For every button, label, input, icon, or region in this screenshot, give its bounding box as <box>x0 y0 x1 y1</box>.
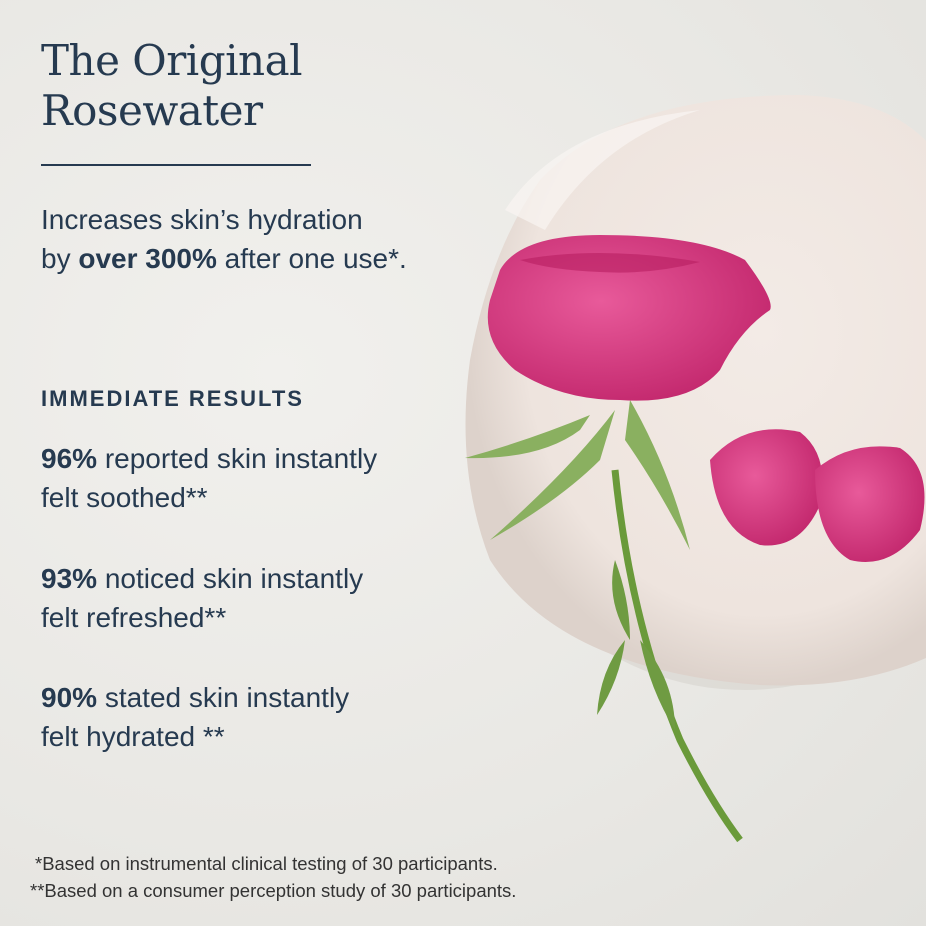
stat-text: reported skin instantly <box>97 443 378 474</box>
section-heading: IMMEDIATE RESULTS <box>41 386 304 411</box>
title-line-2: Rosewater <box>41 86 263 135</box>
stat-item: 90% stated skin instantly felt hydrated … <box>41 678 349 756</box>
rose-petal <box>710 429 823 546</box>
leaf <box>640 640 675 730</box>
title-divider <box>41 164 311 166</box>
stat-text-line-2: felt refreshed** <box>41 602 227 633</box>
stat-text-line-2: felt hydrated ** <box>41 721 225 752</box>
intro-suffix: after one use*. <box>216 243 407 274</box>
stat-text: stated skin instantly <box>97 682 350 713</box>
stat-percent: 96% <box>41 443 98 474</box>
title-line-1: The Original <box>41 36 303 85</box>
footnote-2: **Based on a consumer perception study o… <box>30 880 517 901</box>
stat-percent: 93% <box>41 563 98 594</box>
intro-text: Increases skin’s hydration by over 300% … <box>41 200 407 278</box>
intro-highlight: over 300% <box>78 243 217 274</box>
intro-line-1: Increases skin’s hydration <box>41 204 363 235</box>
page-title: The Original Rosewater <box>41 36 303 136</box>
intro-prefix: by <box>41 243 79 274</box>
stat-item: 93% noticed skin instantly felt refreshe… <box>41 559 363 637</box>
stat-item: 96% reported skin instantly felt soothed… <box>41 439 377 517</box>
rose-bloom <box>487 235 771 401</box>
stat-text-line-2: felt soothed** <box>41 482 208 513</box>
rose-petal <box>815 446 925 562</box>
footnote-1: *Based on instrumental clinical testing … <box>35 853 498 874</box>
stat-percent: 90% <box>41 682 98 713</box>
stat-text: noticed skin instantly <box>97 563 364 594</box>
